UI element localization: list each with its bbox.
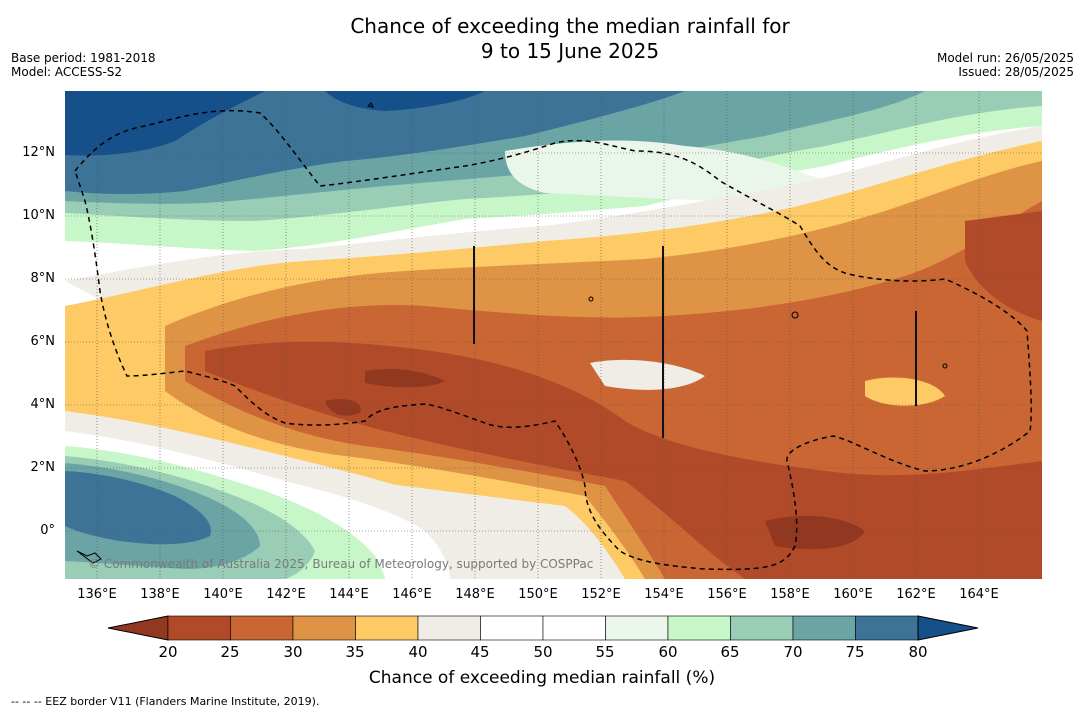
marker-line-2	[662, 246, 664, 438]
gridlines	[65, 91, 1042, 579]
map-svg	[65, 91, 1042, 579]
region-mid-20	[325, 369, 865, 550]
title-line-1: Chance of exceeding the median rainfall …	[350, 14, 790, 38]
region-north-60	[505, 140, 825, 203]
colorbar-tick-20: 20	[158, 643, 178, 661]
lat-label-8N: 8°N	[30, 271, 56, 286]
lon-label-146E: 146°E	[392, 587, 432, 602]
colorbar	[107, 615, 979, 641]
lon-label-140E: 140°E	[203, 587, 243, 602]
title-line-2: 9 to 15 June 2025	[480, 39, 660, 63]
model-label: Model: ACCESS-S2	[11, 65, 123, 79]
colorbar-seg-25-30	[230, 615, 294, 641]
colorbar-seg-55-60	[605, 615, 669, 641]
lat-label-6N: 6°N	[30, 334, 56, 349]
lon-label-148E: 148°E	[455, 587, 495, 602]
colorbar-tick-45: 45	[470, 643, 490, 661]
colorbar-tick-65: 65	[720, 643, 740, 661]
eez-border	[74, 109, 1032, 571]
region-north-80	[65, 91, 685, 194]
lon-label-162E: 162°E	[896, 587, 936, 602]
colorbar-label: Chance of exceeding median rainfall (%)	[368, 668, 716, 688]
colorbar-tick-35: 35	[345, 643, 365, 661]
colorbar-tick-25: 25	[220, 643, 240, 661]
lon-label-164E: 164°E	[959, 587, 999, 602]
base-period-label: Base period: 1981-2018	[11, 51, 156, 65]
lon-label-154E: 154°E	[644, 587, 684, 602]
lat-label-4N: 4°N	[30, 397, 56, 412]
lon-label-144E: 144°E	[329, 587, 369, 602]
colorbar-seg-60-65	[667, 615, 731, 641]
marker-line-3	[915, 311, 917, 406]
region-patch-45	[590, 359, 705, 390]
meta-right: Model run: 26/05/2025 Issued: 28/05/2025	[937, 51, 1074, 79]
lon-label-160E: 160°E	[833, 587, 873, 602]
colorbar-tick-30: 30	[283, 643, 303, 661]
marker-line-1	[473, 246, 475, 344]
chart-title: Chance of exceeding the median rainfall …	[270, 14, 870, 64]
eez-footnote: -- -- -- EEZ border V11 (Flanders Marine…	[11, 695, 320, 708]
issued-label: Issued: 28/05/2025	[958, 65, 1074, 79]
colorbar-tick-70: 70	[783, 643, 803, 661]
colorbar-seg-50-55	[542, 615, 606, 641]
rainfall-map: © Commonwealth of Australia 2025, Bureau…	[65, 91, 1042, 579]
colorbar-extend-high	[917, 615, 979, 641]
colorbar-tick-75: 75	[845, 643, 865, 661]
lat-label-0: 0°	[40, 523, 55, 538]
colorbar-tick-55: 55	[595, 643, 615, 661]
colorbar-tick-40: 40	[408, 643, 428, 661]
copyright-notice: © Commonwealth of Australia 2025, Bureau…	[88, 557, 594, 571]
colorbar-seg-30-35	[292, 615, 356, 641]
lon-label-136E: 136°E	[77, 587, 117, 602]
colorbar-tick-60: 60	[658, 643, 678, 661]
lat-label-10N: 10°N	[22, 208, 55, 223]
colorbar-seg-65-70	[730, 615, 794, 641]
region-patch-40	[865, 377, 945, 406]
lon-label-152E: 152°E	[581, 587, 621, 602]
colorbar-tick-80: 80	[908, 643, 928, 661]
colorbar-seg-35-40	[355, 615, 419, 641]
colorbar-tick-50: 50	[533, 643, 553, 661]
lon-label-138E: 138°E	[140, 587, 180, 602]
lon-label-150E: 150°E	[518, 587, 558, 602]
colorbar-seg-40-45	[417, 615, 481, 641]
colorbar-extend-low	[107, 615, 169, 641]
lon-label-156E: 156°E	[707, 587, 747, 602]
lat-label-12N: 12°N	[22, 145, 55, 160]
islands	[76, 102, 948, 564]
colorbar-seg-70-75	[792, 615, 856, 641]
colorbar-seg-45-50	[480, 615, 544, 641]
lon-label-158E: 158°E	[770, 587, 810, 602]
lat-label-2N: 2°N	[30, 460, 56, 475]
meta-left: Base period: 1981-2018 Model: ACCESS-S2	[11, 51, 156, 79]
model-run-label: Model run: 26/05/2025	[936, 51, 1074, 65]
region-south-80	[65, 471, 211, 545]
colorbar-seg-20-25	[167, 615, 231, 641]
colorbar-seg-75-80	[855, 615, 919, 641]
region-mid-25	[205, 211, 1042, 579]
lon-label-142E: 142°E	[266, 587, 306, 602]
region-north-85	[65, 91, 485, 156]
